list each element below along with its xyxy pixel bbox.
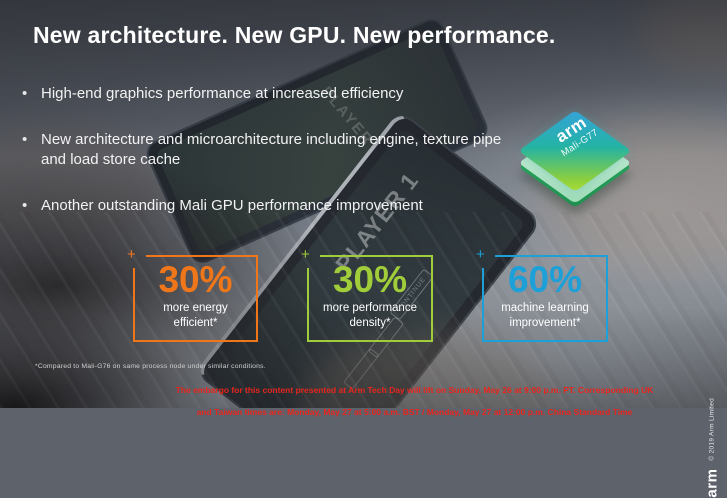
card-border	[482, 340, 608, 342]
stat-value: 30%	[332, 259, 408, 300]
mali-g77-chip-badge: arm Mali-G77	[505, 103, 645, 223]
card-border	[133, 340, 258, 342]
stat-card-machine-learning: + 60% machine learning improvement*	[476, 247, 608, 342]
embargo-notice: The embargo for this content presented a…	[130, 374, 699, 418]
bullet-item: High-end graphics performance at increas…	[22, 84, 512, 104]
slide-content: New architecture. New GPU. New performan…	[0, 0, 727, 408]
bullet-item: New architecture and microarchitecture i…	[22, 130, 512, 170]
stat-label: machine learning improvement*	[501, 302, 589, 329]
plus-marker-icon: +	[476, 246, 485, 263]
stat-value: 60%	[507, 259, 583, 300]
stat-value: 30%	[158, 259, 233, 300]
wood-grain-texture	[0, 212, 727, 408]
card-border	[256, 255, 258, 342]
embargo-line-2: and Taiwan times are: Monday, May 27 at …	[196, 407, 633, 417]
copyright-text: © 2019 Arm Limited	[709, 398, 716, 461]
stat-label: more performance density*	[323, 302, 417, 329]
copyright-sidebar: arm © 2019 Arm Limited	[704, 398, 721, 498]
card-border	[133, 268, 135, 342]
card-border	[307, 340, 433, 342]
card-border	[320, 255, 433, 257]
embargo-line-1: The embargo for this content presented a…	[175, 385, 654, 395]
bullet-item: Another outstanding Mali GPU performance…	[22, 196, 512, 216]
plus-marker-icon: +	[127, 246, 136, 263]
footnote: *Compared to Mali-G76 on same process no…	[35, 363, 266, 370]
page-title: New architecture. New GPU. New performan…	[33, 22, 556, 48]
card-border	[431, 255, 433, 342]
arm-logo: arm	[704, 468, 721, 498]
stat-card-performance-density: + 30% more performance density*	[301, 247, 433, 342]
plus-marker-icon: +	[301, 246, 310, 263]
card-border	[606, 255, 608, 342]
slide: { "slide": { "title": "New architecture.…	[0, 0, 727, 408]
card-border	[495, 255, 608, 257]
stat-card-energy: + 30% more energy efficient*	[127, 247, 258, 342]
card-border	[482, 268, 484, 342]
bullet-list: High-end graphics performance at increas…	[22, 84, 512, 242]
stat-label: more energy efficient*	[163, 302, 228, 329]
card-border	[307, 268, 309, 342]
card-border	[146, 255, 258, 257]
